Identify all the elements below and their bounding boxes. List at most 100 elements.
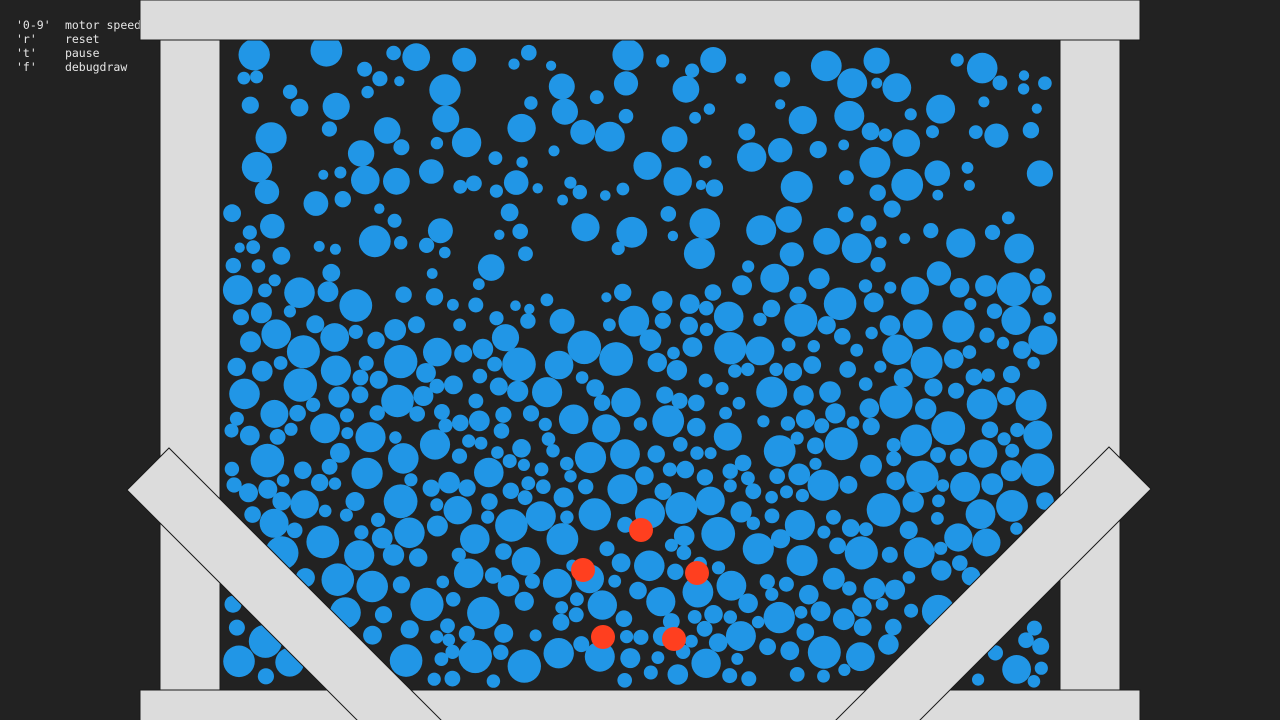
ball	[409, 406, 426, 422]
ball	[303, 191, 329, 216]
ball	[1013, 341, 1031, 359]
ball	[839, 475, 858, 494]
ball	[997, 387, 1016, 406]
ball	[662, 462, 677, 477]
ball	[1000, 460, 1022, 482]
ball	[371, 527, 393, 549]
ball	[769, 468, 785, 485]
ball	[507, 113, 536, 143]
ball	[306, 397, 321, 412]
ball	[603, 318, 616, 332]
ball	[869, 184, 886, 201]
ball	[260, 399, 289, 428]
ball	[524, 303, 535, 315]
ball	[320, 323, 350, 352]
ball	[438, 471, 460, 494]
ball	[570, 592, 584, 606]
ball	[402, 43, 431, 72]
ball	[467, 596, 500, 630]
ball	[643, 665, 658, 680]
ball	[491, 446, 504, 459]
ball	[425, 288, 444, 306]
ball	[502, 454, 517, 469]
ball	[386, 45, 401, 61]
ball	[578, 479, 594, 495]
ball-pile	[222, 34, 1058, 688]
ball	[746, 215, 777, 246]
ball	[600, 190, 611, 201]
bottom-wall	[139, 689, 1141, 720]
ball	[696, 486, 725, 516]
ball	[500, 203, 519, 222]
ball	[926, 125, 939, 139]
ball	[439, 246, 451, 259]
ball	[427, 218, 453, 244]
ball	[558, 404, 589, 435]
ball	[950, 53, 964, 67]
ball	[394, 517, 425, 549]
ball	[413, 386, 434, 406]
ball	[328, 477, 342, 490]
ball	[546, 60, 557, 71]
ball	[839, 361, 856, 378]
ball	[713, 422, 742, 451]
ball	[557, 194, 568, 206]
ball	[575, 371, 589, 384]
ball	[738, 123, 756, 141]
ball	[525, 501, 556, 532]
ball	[666, 360, 688, 381]
ball	[286, 335, 320, 369]
ball	[320, 355, 351, 386]
ball	[334, 166, 347, 179]
ball	[322, 263, 341, 282]
ball	[944, 523, 973, 552]
ball	[1010, 522, 1023, 535]
ball	[725, 621, 756, 652]
ball	[809, 457, 822, 470]
ball	[704, 605, 723, 624]
help-action: motor speed	[64, 18, 142, 32]
ball	[508, 58, 520, 70]
ball	[394, 236, 408, 250]
ball	[879, 315, 901, 336]
ball	[512, 439, 531, 458]
ball	[258, 283, 272, 298]
ball	[886, 438, 901, 452]
ball	[986, 303, 1003, 319]
ball	[387, 213, 402, 228]
ball	[1029, 268, 1046, 285]
ball	[878, 128, 893, 142]
ball	[560, 456, 574, 471]
ball	[788, 463, 811, 486]
ball	[926, 261, 952, 286]
ball	[1043, 312, 1056, 325]
ball	[679, 294, 700, 314]
ball	[239, 483, 258, 503]
ball	[676, 545, 692, 560]
ball	[618, 305, 650, 337]
ball	[419, 429, 451, 460]
ball	[672, 75, 700, 103]
ball	[429, 378, 445, 394]
ball	[497, 574, 520, 597]
ball	[633, 629, 649, 645]
ball	[389, 431, 402, 444]
help-item-pause: 't' pause	[16, 46, 141, 60]
ball	[546, 523, 579, 555]
ball	[885, 618, 902, 636]
ball	[715, 382, 729, 395]
ball	[251, 259, 266, 273]
ball	[696, 469, 714, 486]
ball	[229, 378, 260, 410]
right-wall	[1059, 39, 1121, 691]
ball	[962, 345, 977, 359]
motor-ball	[629, 518, 653, 542]
ball	[611, 553, 631, 573]
ball	[663, 167, 692, 196]
ball	[521, 476, 536, 491]
ball	[795, 409, 816, 429]
ball	[507, 649, 541, 683]
ball	[1036, 492, 1054, 510]
ball	[691, 648, 721, 678]
